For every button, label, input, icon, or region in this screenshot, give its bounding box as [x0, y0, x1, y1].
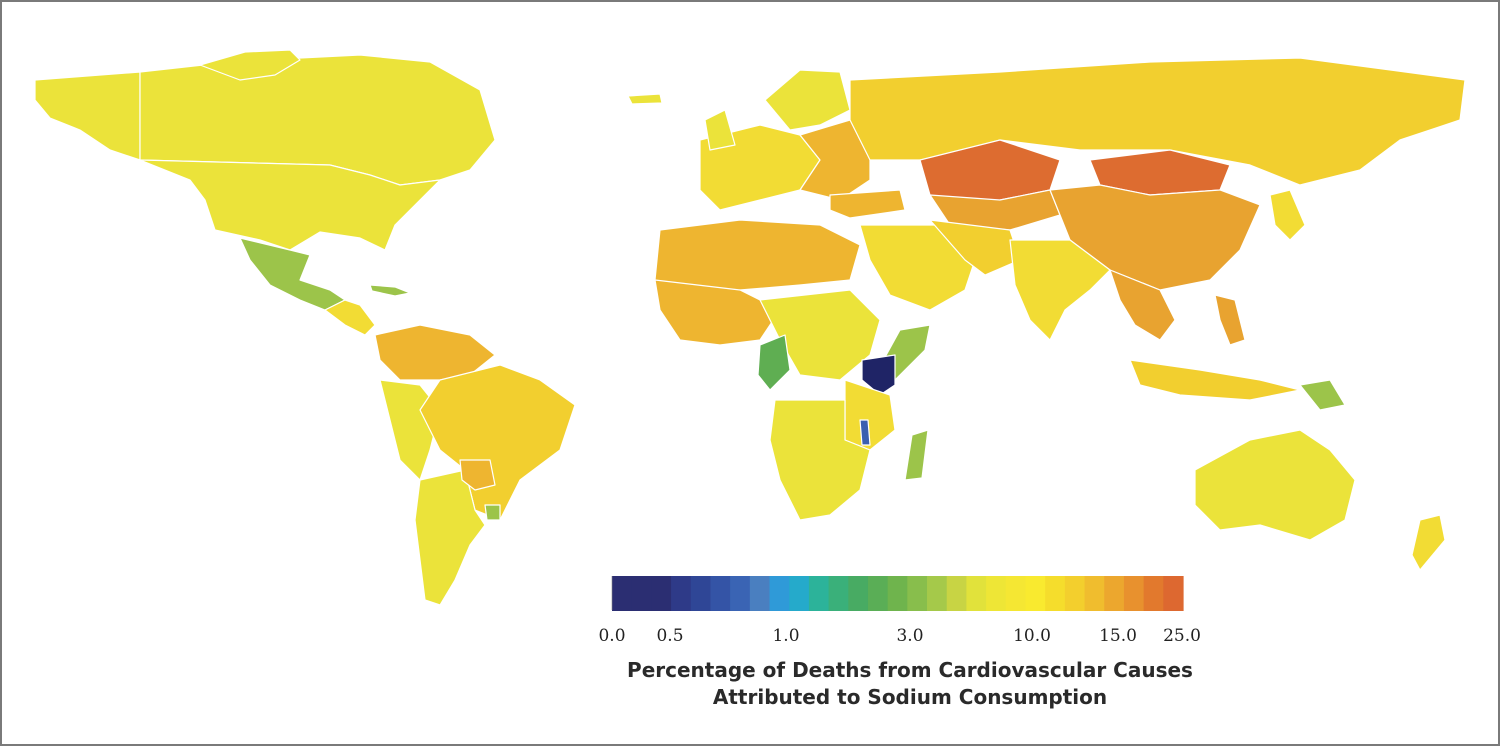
region-japan [1269, 189, 1306, 241]
region-new-zealand [1411, 514, 1446, 571]
legend-swatch-12 [848, 576, 869, 611]
legend-swatch-23 [1064, 576, 1086, 611]
legend-swatch-7 [749, 576, 771, 611]
legend-swatch-4 [690, 576, 712, 611]
region-indonesia [1129, 359, 1301, 401]
region-uruguay [484, 504, 501, 521]
legend-swatch-19 [986, 576, 1007, 611]
legend-swatch-14 [887, 576, 908, 611]
region-india [1009, 239, 1111, 341]
region-brazil [419, 364, 576, 521]
legend-tick-3: 3.0 [896, 626, 923, 646]
legend-title-line-2: Attributed to Sodium Consumption [712, 685, 1108, 709]
region-australia [1194, 429, 1356, 541]
legend-swatch-1 [631, 576, 652, 611]
region-scandinavia [764, 69, 851, 131]
region-west-africa [654, 279, 781, 346]
region-malawi [859, 419, 871, 446]
legend-swatch-21 [1025, 576, 1046, 611]
region-southeast-asia [1109, 269, 1176, 341]
region-southern-africa [769, 399, 871, 521]
legend-swatch-17 [946, 576, 968, 611]
legend-tick-5: 15.0 [1099, 626, 1137, 646]
legend-swatch-16 [927, 576, 948, 611]
legend-swatch-26 [1123, 576, 1145, 611]
legend-swatch-9 [789, 576, 810, 611]
legend-tick-0: 0.0 [598, 626, 625, 646]
region-central-america [324, 299, 376, 336]
legend-swatch-28 [1163, 576, 1184, 611]
legend-title-line-1: Percentage of Deaths from Cardiovascular… [627, 658, 1193, 682]
region-turkey [829, 189, 906, 219]
legend-tick-6: 25.0 [1163, 626, 1201, 646]
region-madagascar [904, 429, 929, 481]
region-iceland [627, 93, 663, 105]
legend-swatch-10 [808, 576, 830, 611]
region-uk [704, 109, 736, 151]
legend-swatch-18 [966, 576, 987, 611]
region-caribbean [369, 284, 411, 297]
region-papua-new-guinea [1299, 379, 1346, 411]
legend-swatch-24 [1084, 576, 1105, 611]
region-alaska [34, 71, 141, 161]
legend-swatch-8 [769, 576, 790, 611]
color-scale-legend [612, 576, 1184, 611]
region-congo [757, 334, 791, 391]
legend-swatch-22 [1045, 576, 1066, 611]
legend-swatch-20 [1005, 576, 1027, 611]
legend-swatch-0 [612, 576, 633, 611]
region-paraguay [459, 459, 496, 491]
legend-swatch-13 [867, 576, 889, 611]
legend-swatch-11 [828, 576, 849, 611]
region-southern-cone [414, 469, 486, 606]
region-kenya [861, 354, 896, 396]
legend-swatch-5 [710, 576, 731, 611]
legend-swatch-27 [1143, 576, 1164, 611]
region-philippines [1214, 294, 1246, 346]
region-greenland [199, 49, 301, 81]
legend-tick-2: 1.0 [772, 626, 799, 646]
region-usa [139, 159, 441, 251]
legend-tick-1: 0.5 [656, 626, 683, 646]
legend-tick-4: 10.0 [1013, 626, 1051, 646]
legend-title: Percentage of Deaths from Cardiovascular… [610, 657, 1210, 711]
region-iran [929, 219, 1021, 276]
legend-swatch-2 [651, 576, 672, 611]
legend-swatch-6 [730, 576, 751, 611]
legend-swatch-15 [907, 576, 928, 611]
legend-swatch-3 [671, 576, 692, 611]
region-russia [849, 57, 1466, 186]
legend-swatch-25 [1104, 576, 1125, 611]
